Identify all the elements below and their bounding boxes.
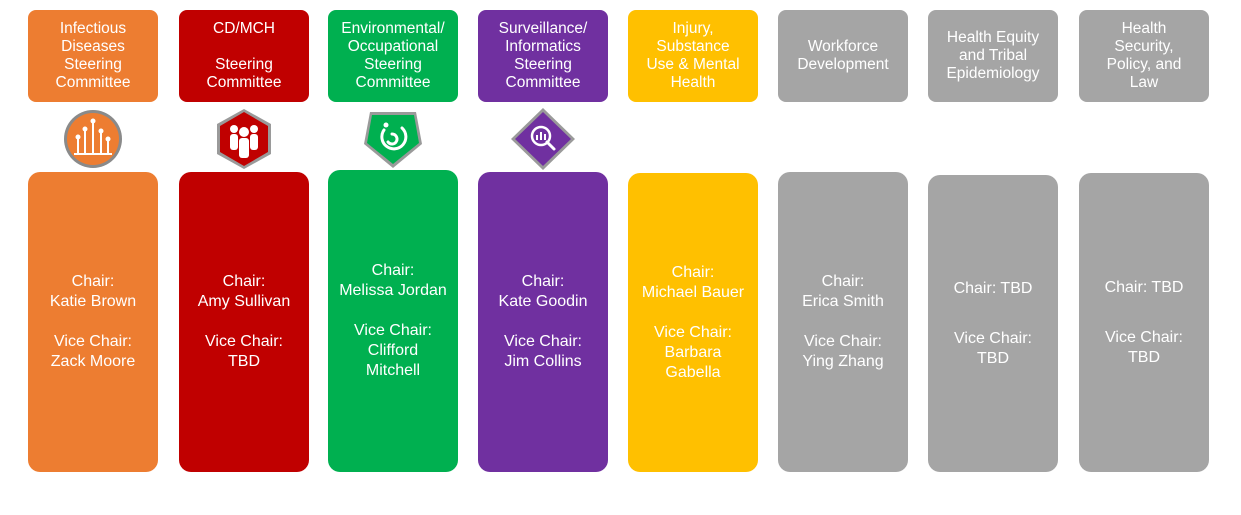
committee-title: Workforce Development [797, 38, 889, 73]
committee-header: Health Security, Policy, and Law [1079, 10, 1209, 102]
vice-chair-text: Vice Chair: Jim Collins [504, 333, 582, 370]
committee-title: CD/MCH Steering Committee [206, 20, 282, 91]
committee-header: CD/MCH Steering Committee [179, 10, 309, 102]
chair-text: Chair: TBD [953, 279, 1033, 297]
committee-header: Surveillance/ Informatics Steering Commi… [478, 10, 608, 102]
committee-header: Infectious Diseases Steering Committee [28, 10, 158, 102]
committee-header: Health Equity and Tribal Epidemiology [928, 10, 1058, 102]
committee-chairs-card: Chair: Erica Smith Vice Chair: Ying Zhan… [778, 172, 908, 472]
vice-chair-text: Vice Chair: Barbara Gabella [654, 323, 732, 381]
chair-text: Chair: Melissa Jordan [339, 262, 447, 299]
committee-chairs-card: Chair: Melissa Jordan Vice Chair: Cliffo… [328, 170, 458, 472]
vice-chair-text: Vice Chair: Zack Moore [50, 333, 136, 370]
chair-text: Chair: Katie Brown [49, 273, 137, 310]
committee-title: Health Equity and Tribal Epidemiology [946, 29, 1040, 82]
committee-title: Infectious Diseases Steering Committee [55, 20, 131, 91]
people-group-icon [209, 108, 279, 170]
committee-chairs-card: Chair: Kate Goodin Vice Chair: Jim Colli… [478, 172, 608, 472]
chair-text: Chair: Kate Goodin [498, 273, 588, 310]
committee-chairs-card: Chair: Amy Sullivan Vice Chair: TBD [179, 172, 309, 472]
chair-text: Chair: Erica Smith [802, 273, 884, 310]
magnifier-chart-icon [508, 108, 578, 170]
vice-chair-text: Vice Chair: Clifford Mitchell [354, 322, 432, 379]
vice-chair-text: Vice Chair: TBD [205, 333, 283, 370]
committee-chairs-card: Chair: TBD Vice Chair: TBD [928, 175, 1058, 472]
vice-chair-text: Vice Chair: Ying Zhang [802, 333, 884, 370]
committee-title: Injury, Substance Use & Mental Health [646, 20, 740, 91]
vice-chair-text: Vice Chair: TBD [954, 329, 1032, 367]
committee-title: Environmental/ Occupational Steering Com… [341, 20, 445, 91]
committee-chairs-card: Chair: TBD Vice Chair: TBD [1079, 173, 1209, 472]
committee-header: Injury, Substance Use & Mental Health [628, 10, 758, 102]
committee-chairs-card: Chair: Michael Bauer Vice Chair: Barbara… [628, 173, 758, 472]
chair-text: Chair: Amy Sullivan [197, 273, 291, 310]
committee-header: Environmental/ Occupational Steering Com… [328, 10, 458, 102]
committee-title: Health Security, Policy, and Law [1106, 20, 1182, 91]
vice-chair-text: Vice Chair: TBD [1105, 328, 1183, 366]
chair-text: Chair: TBD [1104, 278, 1184, 296]
committee-header: Workforce Development [778, 10, 908, 102]
chair-text: Chair: Michael Bauer [641, 263, 745, 301]
committee-title: Surveillance/ Informatics Steering Commi… [498, 20, 588, 91]
committee-chairs-card: Chair: Katie Brown Vice Chair: Zack Moor… [28, 172, 158, 472]
network-nodes-icon [58, 108, 128, 170]
swirl-shield-icon [358, 108, 428, 170]
